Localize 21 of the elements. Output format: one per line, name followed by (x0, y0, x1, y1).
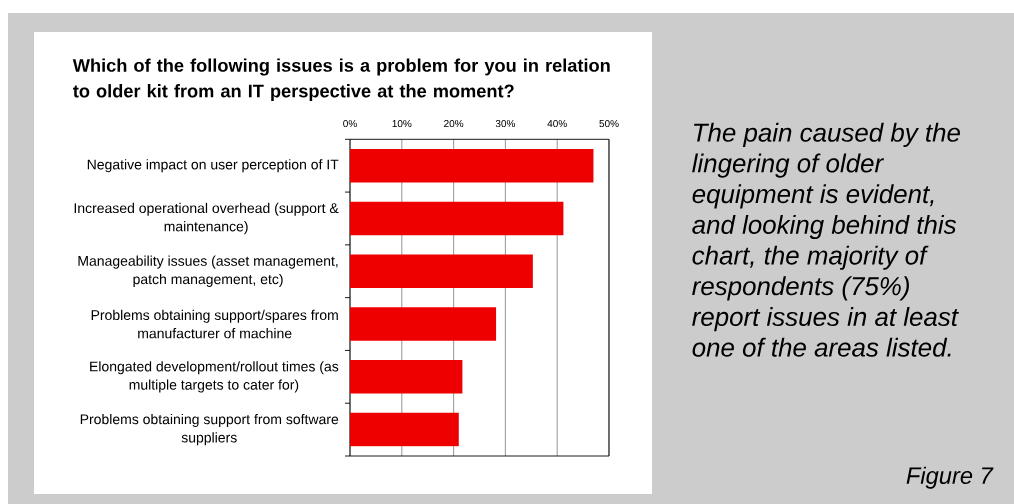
bar (350, 201, 564, 236)
caption: Figure 7 (906, 466, 994, 489)
y-tick-label: Problems obtaining support from software suppliers (80, 413, 339, 446)
y-tick-label: Increased operational overhead (support & maintenance) (74, 202, 339, 235)
y-tick-label: Manageability issues (asset management, patch management, etc) (78, 255, 338, 287)
x-tick-label: 0% (343, 120, 357, 128)
x-tick-label: 10% (392, 120, 412, 128)
bar (350, 254, 533, 289)
y-tick-label: Elongated development/rollout times (as multiple targets to cater for) (90, 361, 339, 393)
x-tick-label: 20% (444, 120, 464, 128)
chart-title: Which of the following issues is a problem for you in relation to older kit from an IT perspective at the moment? (72, 58, 610, 102)
x-tick-label: 40% (547, 120, 567, 128)
y-tick-label: Negative impact on user perception of IT (87, 159, 339, 173)
y-tick-label: Problems obtaining support/spares from manufacturer of machine (91, 309, 338, 339)
x-tick-label: 50% (599, 120, 619, 128)
x-tick-label: 30% (495, 120, 516, 128)
bar (350, 148, 594, 183)
bar (350, 412, 459, 447)
text: The pain caused by the lingering of older equipment is evident, and looking behind this chart, the majority of respondents (75%) report issues in at least one of the areas listed. (692, 122, 960, 357)
bar (350, 307, 497, 341)
bar (350, 360, 463, 394)
